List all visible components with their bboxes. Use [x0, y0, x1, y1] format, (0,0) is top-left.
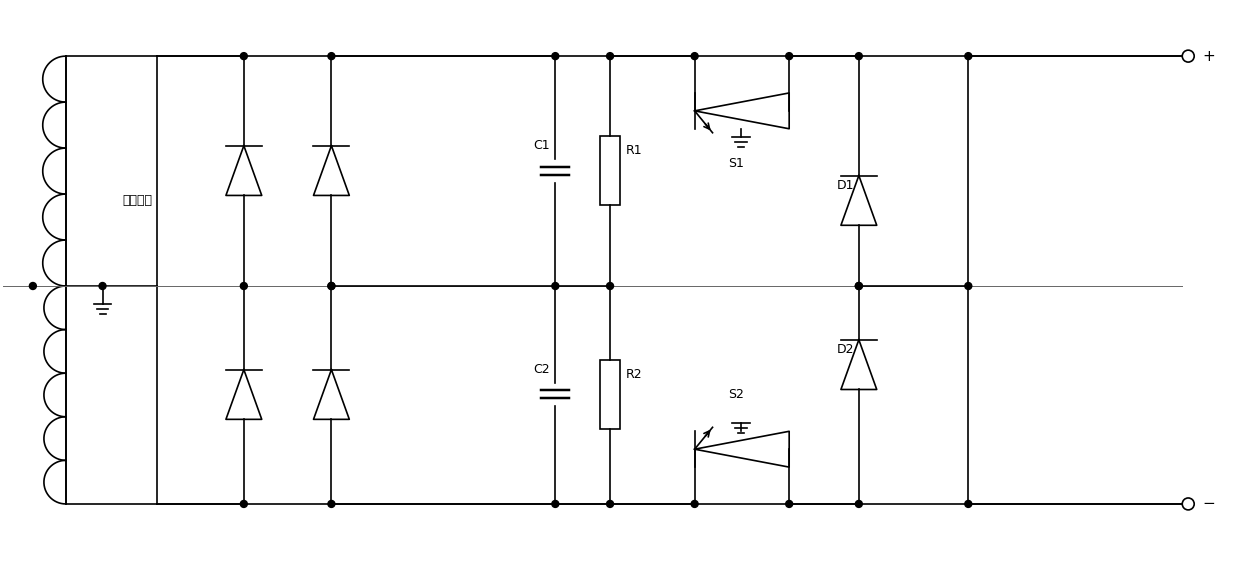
Circle shape	[691, 53, 698, 59]
Circle shape	[606, 500, 614, 507]
Text: S1: S1	[728, 157, 744, 170]
Circle shape	[786, 500, 792, 507]
Bar	[600, 136, 620, 205]
Circle shape	[965, 500, 972, 507]
Text: C2: C2	[533, 363, 551, 376]
Circle shape	[327, 283, 335, 289]
Circle shape	[786, 53, 792, 59]
Circle shape	[30, 283, 36, 289]
Circle shape	[856, 500, 862, 507]
Circle shape	[856, 53, 862, 59]
Text: +: +	[1202, 49, 1215, 63]
Text: D2: D2	[836, 343, 854, 356]
Circle shape	[327, 283, 335, 289]
Circle shape	[856, 283, 862, 289]
Text: −: −	[1202, 496, 1215, 511]
Circle shape	[241, 53, 247, 59]
Circle shape	[856, 283, 862, 289]
Circle shape	[965, 283, 972, 289]
Text: R2: R2	[626, 368, 642, 381]
Circle shape	[241, 283, 247, 289]
Circle shape	[99, 283, 105, 289]
Circle shape	[327, 500, 335, 507]
Circle shape	[606, 53, 614, 59]
Bar	[600, 360, 620, 430]
Text: C1: C1	[533, 139, 551, 152]
Circle shape	[965, 53, 972, 59]
Text: R1: R1	[626, 144, 642, 157]
Text: 副边绕组: 副边绕组	[123, 194, 153, 207]
Circle shape	[552, 283, 559, 289]
Circle shape	[241, 500, 247, 507]
Circle shape	[552, 53, 559, 59]
Circle shape	[552, 500, 559, 507]
Text: D1: D1	[836, 179, 854, 192]
Circle shape	[327, 53, 335, 59]
Circle shape	[691, 500, 698, 507]
Circle shape	[606, 283, 614, 289]
Text: S2: S2	[728, 388, 744, 402]
